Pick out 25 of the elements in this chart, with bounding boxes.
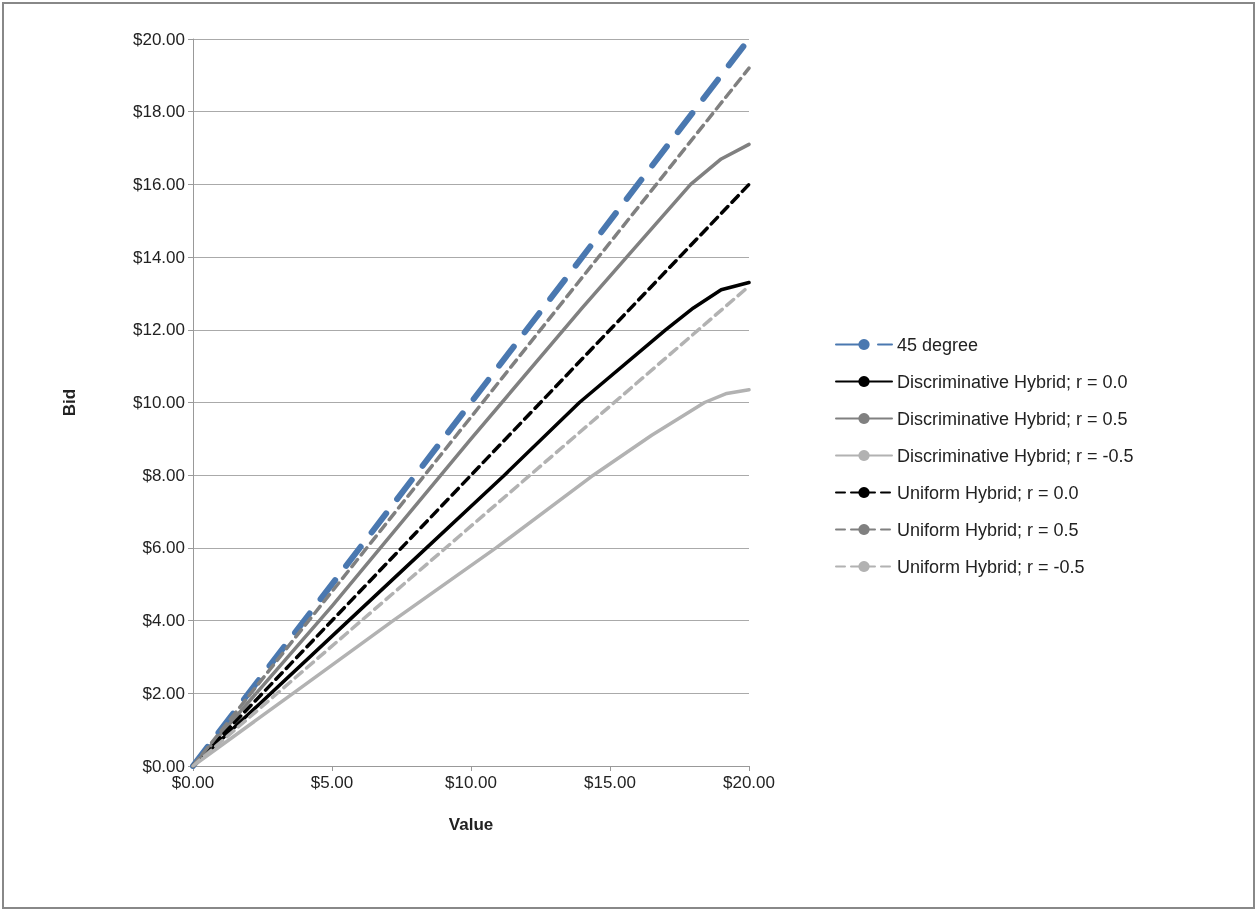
legend-label: Discriminative Hybrid; r = 0.0 [897,371,1128,392]
legend-label: Uniform Hybrid; r = 0.0 [897,482,1079,503]
y-tick-label: $14.00 [133,247,185,267]
legend-label: Discriminative Hybrid; r = -0.5 [897,445,1134,466]
x-tick-label: $10.00 [445,773,497,792]
x-tick-label: $20.00 [723,773,775,792]
y-tick-label: $0.00 [142,756,185,776]
legend-label: Discriminative Hybrid; r = 0.5 [897,408,1128,429]
y-tick-label: $12.00 [133,320,185,340]
x-axis-title: Value [448,815,494,834]
y-tick-label: $6.00 [142,538,185,558]
legend-label: Uniform Hybrid; r = 0.5 [897,519,1079,540]
x-tick-label: $5.00 [310,773,354,792]
y-tick-label: $20.00 [133,29,185,49]
y-tick-label: $16.00 [133,174,185,194]
y-tick-label: $2.00 [142,683,185,703]
y-tick-label: $10.00 [133,393,185,412]
y-tick-label: $8.00 [142,465,185,485]
y-tick-label: $18.00 [133,102,185,122]
y-axis-title: Bid [60,388,79,417]
legend-label: Uniform Hybrid; r = -0.5 [897,556,1085,577]
x-tick-label: $15.00 [584,773,636,792]
y-tick-label: $4.00 [142,611,185,631]
x-tick-label: $0.00 [171,773,215,792]
legend-label: 45 degree [897,334,979,355]
